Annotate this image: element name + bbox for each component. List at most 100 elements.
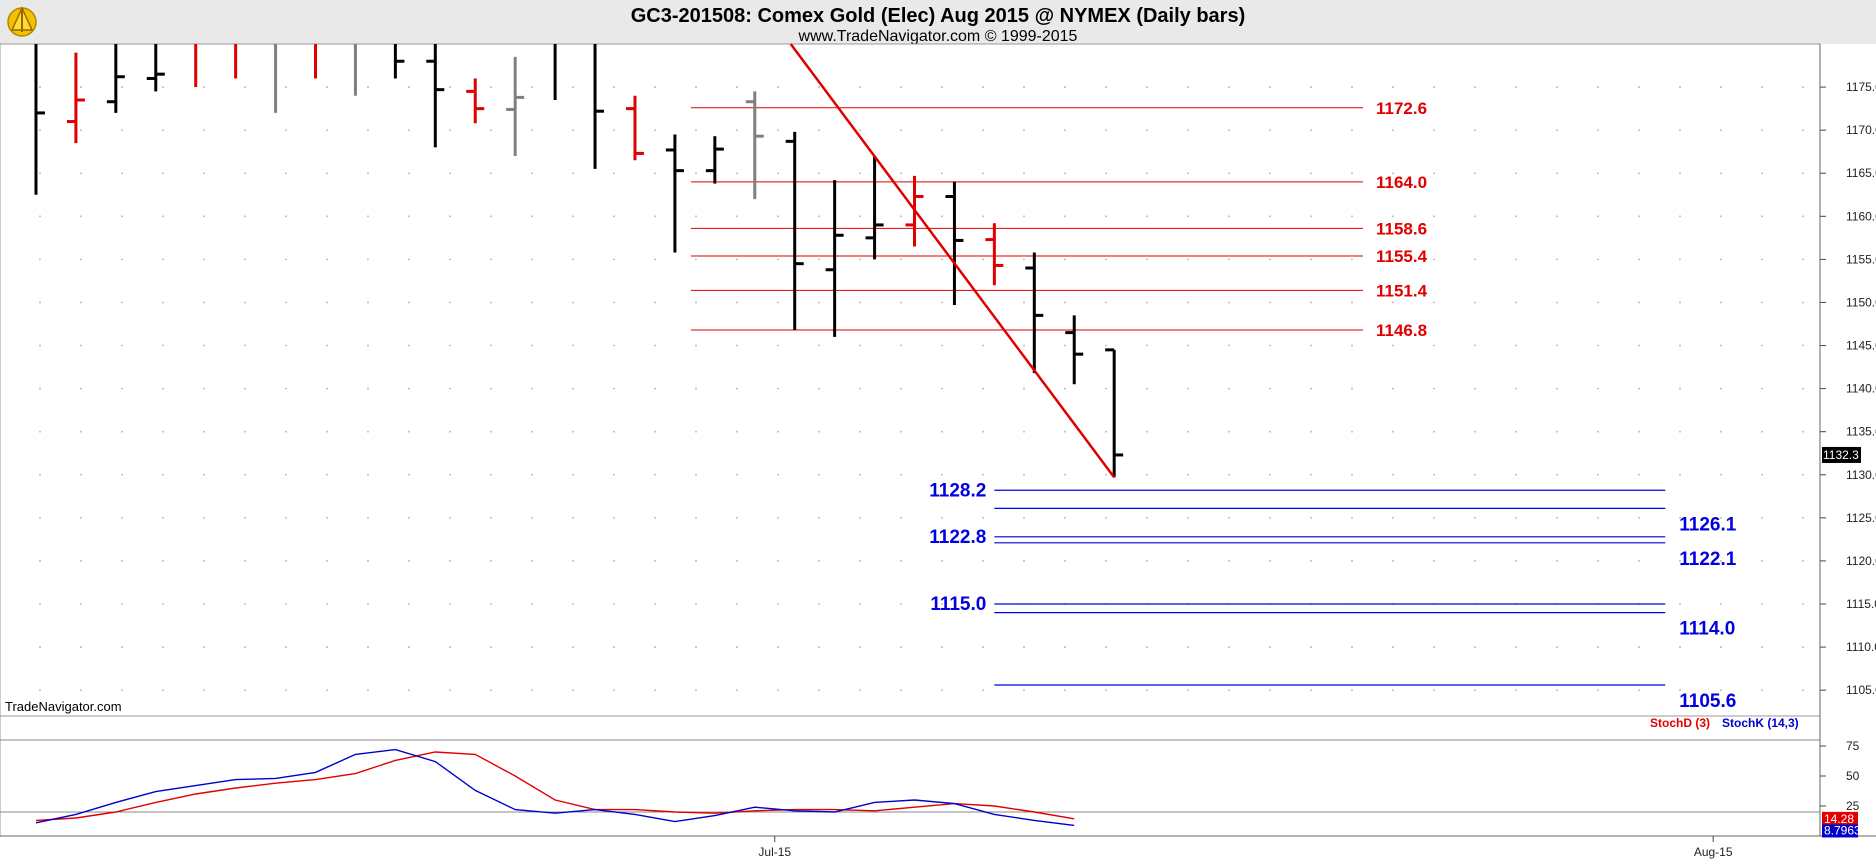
grid-dot [1064,560,1066,562]
grid-dot [1392,344,1394,347]
grid-dot [1556,301,1558,304]
grid-dot [736,387,738,390]
grid-dot [1802,387,1804,390]
grid-dot [449,516,451,519]
grid-dot [80,516,82,519]
grid-dot [203,516,205,519]
grid-dot [1023,258,1025,261]
grid-dot [736,430,738,433]
grid-dot [1597,646,1599,648]
grid-dot [1638,516,1640,519]
grid-dot [1105,430,1107,433]
grid-dot [1351,344,1353,347]
grid-dot [244,430,246,433]
grid-dot [531,129,533,132]
grid-dot [1515,172,1517,175]
grid-dot [900,215,902,218]
grid-dot [285,560,287,562]
grid-dot [1228,430,1230,433]
grid-dot [1802,603,1804,605]
grid-dot [1597,344,1599,347]
grid-dot [654,473,656,476]
grid-dot [1720,560,1722,562]
stoch-k-last-box [1822,824,1858,838]
grid-dot [244,301,246,304]
grid-dot [1474,430,1476,433]
grid-dot [613,560,615,562]
grid-dot [1023,516,1025,519]
grid-dot [1556,86,1558,88]
grid-dot [1638,689,1640,692]
grid-dot [818,430,820,433]
grid-dot [1761,430,1763,433]
ohlc-bar [66,52,85,144]
grid-dot [1679,603,1681,605]
grid-dot [285,86,287,88]
grid-dot [1679,430,1681,433]
grid-dot [1392,258,1394,261]
grid-dot [613,516,615,519]
grid-dot [982,215,984,218]
grid-dot [1679,301,1681,304]
grid-dot [1597,129,1599,132]
grid-dot [531,430,533,433]
grid-dot [1269,86,1271,88]
grid-dot [859,301,861,304]
grid-dot [654,258,656,261]
grid-dot [449,473,451,476]
grid-dot [1351,646,1353,648]
grid-dot [818,689,820,692]
grid-dot [736,258,738,261]
grid-dot [613,473,615,476]
grid-dot [1556,129,1558,132]
grid-dot [695,603,697,605]
grid-dot [1433,473,1435,476]
grid-dot [1310,560,1312,562]
grid-dot [695,646,697,648]
grid-dot [613,215,615,218]
resistance-label: 1151.4 [1376,281,1428,300]
grid-dot [613,301,615,304]
grid-dot [1228,258,1230,261]
grid-dot [859,473,861,476]
grid-dot [736,172,738,175]
grid-dot [367,86,369,88]
grid-dot [531,172,533,175]
grid-dot [449,172,451,175]
grid-dot [777,430,779,433]
grid-dot [1679,473,1681,476]
grid-dot [1679,689,1681,692]
grid-dot [326,172,328,175]
grid-dot [1269,129,1271,132]
grid-dot [1720,215,1722,218]
resistance-levels: 1172.6 1164.0 1158.6 1155.4 1151.4 1146.8 [690,99,1428,340]
grid-dot [531,473,533,476]
grid-dot [1761,689,1763,692]
grid-dot [1064,646,1066,648]
grid-dot [1310,516,1312,519]
grid-dot [285,172,287,175]
grid-dot [1515,560,1517,562]
grid-dot [1392,646,1394,648]
grid-dot [121,646,123,648]
grid-dot [695,430,697,433]
grid-dot [1720,129,1722,132]
grid-dot [654,86,656,88]
grid-dot [1187,172,1189,175]
grid-dot [121,258,123,261]
grid-dot [244,516,246,519]
ohlc-bars [34,44,1124,478]
grid-dot [449,258,451,261]
grid-dot [1556,215,1558,218]
grid-dot [1392,86,1394,88]
legend-stoch-k: StochK (14,3) [1722,716,1799,730]
y-tick-label: 1105.0 [1846,683,1876,697]
grid-dot [859,86,861,88]
grid-dot [1146,215,1148,218]
grid-dot [1474,689,1476,692]
grid-dot [1269,215,1271,218]
grid-dot [1679,344,1681,347]
ohlc-bar [625,95,644,161]
grid-dot [449,646,451,648]
grid-dot [367,172,369,175]
